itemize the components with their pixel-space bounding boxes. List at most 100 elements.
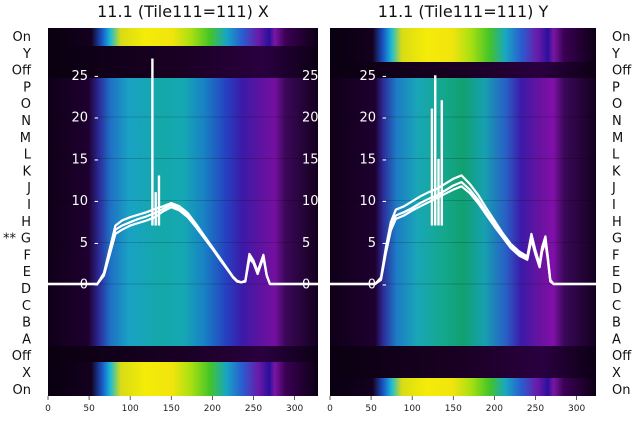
row-label-left: M [20, 131, 31, 146]
x-tick-label: 50 [365, 404, 377, 414]
x-tick-label: 250 [527, 404, 544, 414]
row-label-left: I [27, 198, 31, 213]
panel-title-x: 11.1 (Tile111=111) X [97, 2, 269, 21]
y-tick-label: 15 [71, 152, 88, 167]
row-label-right: C [612, 299, 621, 314]
row-label-right: M [612, 131, 623, 146]
row-label-left: Off [12, 349, 32, 364]
row-label-right: A [612, 332, 621, 347]
heat-band-bottom-dark [330, 346, 596, 378]
heat-band-top [330, 28, 596, 62]
y-tick-label: 5 [80, 236, 88, 251]
row-label-right: N [612, 114, 622, 129]
y-tick-mark: - [382, 278, 387, 293]
panel-y: 11.1 (Tile111=111) Y [330, 2, 596, 396]
heat-band-bottom [48, 362, 318, 396]
x-tick-label: 0 [45, 404, 51, 414]
y-tick-label: 20 [359, 111, 376, 126]
x-tick-label: 100 [404, 404, 421, 414]
row-label-right: O [612, 97, 622, 112]
row-label-left: P [23, 80, 31, 95]
y-tick-mark: - [382, 69, 387, 84]
y-tick-label: 0 [80, 278, 88, 293]
row-label-right: Off [612, 64, 632, 79]
row-label-right: Y [611, 47, 620, 62]
y-tick-mark: - [382, 152, 387, 167]
profile-lines-y [330, 75, 596, 286]
x-tick-label: 150 [163, 404, 180, 414]
y-tick-label-overlap: 25 [302, 69, 319, 84]
y-tick-label-overlap: 5 [302, 236, 310, 251]
row-label-right: On [612, 30, 630, 45]
gridlines-y [330, 74, 596, 285]
row-label-left: X [22, 366, 31, 381]
panel-title-y: 11.1 (Tile111=111) Y [378, 2, 549, 21]
y-tick-mark: - [382, 236, 387, 251]
y-tick-label: 20 [71, 111, 88, 126]
row-label-left: F [24, 248, 31, 263]
y-tick-mark: - [94, 194, 99, 209]
y-tick-label: 25 [359, 69, 376, 84]
y-tick-label: 10 [71, 194, 88, 209]
row-label-right: K [612, 164, 621, 179]
row-label-right: F [612, 248, 619, 263]
row-label-right: E [612, 265, 620, 280]
y-tick-label-overlap: 15 [302, 152, 319, 167]
y-tick-label: 15 [359, 152, 376, 167]
row-label-left: On [13, 30, 31, 45]
y-tick-mark: - [382, 111, 387, 126]
row-label-right: L [612, 148, 620, 163]
y-tick-label: 10 [359, 194, 376, 209]
row-label-right: J [611, 181, 616, 196]
row-label-right: D [612, 282, 622, 297]
heat-band-top [48, 28, 318, 46]
y-tick-mark: - [94, 69, 99, 84]
row-label-right: On [612, 383, 630, 398]
panel-x: 11.1 (Tile111=111) X [48, 2, 318, 396]
y-tick-label-overlap: 10 [302, 194, 319, 209]
row-label-left: On [13, 383, 31, 398]
row-label-right: P [612, 80, 620, 95]
row-label-left: J [26, 181, 31, 196]
row-label-left: B [22, 316, 31, 331]
y-tick-mark: - [94, 152, 99, 167]
row-label-right: B [612, 316, 621, 331]
x-tick-label: 100 [122, 404, 139, 414]
heat-band-top-dark [330, 62, 596, 78]
x-tick-label: 200 [204, 404, 221, 414]
row-label-right: H [612, 215, 622, 230]
x-tick-label: 0 [327, 404, 333, 414]
heat-band-bottom [330, 378, 596, 396]
row-marker: ** [3, 232, 17, 247]
y-tick-label: 0 [368, 278, 376, 293]
x-tick-label: 200 [486, 404, 503, 414]
row-label-left: L [24, 148, 32, 163]
x-tick-label: 50 [83, 404, 95, 414]
row-label-left: G [21, 232, 31, 247]
profile-lines-x [48, 58, 318, 286]
profile-line [48, 203, 318, 286]
y-tick-label: 5 [368, 236, 376, 251]
heat-band-bottom-dark [48, 346, 318, 362]
y-tick-label-overlap: 0 [302, 278, 310, 293]
row-label-left: C [22, 299, 31, 314]
x-tick-label: 300 [286, 404, 303, 414]
x-tick-label: 250 [245, 404, 262, 414]
row-label-left: Y [22, 47, 31, 62]
y-tick-mark: - [382, 194, 387, 209]
row-label-right: G [612, 232, 622, 247]
row-label-left: N [21, 114, 31, 129]
x-tick-label: 150 [445, 404, 462, 414]
profile-line [330, 185, 596, 286]
row-label-left: D [21, 282, 31, 297]
y-tick-mark: - [94, 111, 99, 126]
row-label-left: A [22, 332, 31, 347]
row-label-left: K [22, 164, 31, 179]
heat-band-main [330, 78, 596, 346]
row-label-left: Off [12, 64, 32, 79]
x-tick-label: 300 [568, 404, 585, 414]
